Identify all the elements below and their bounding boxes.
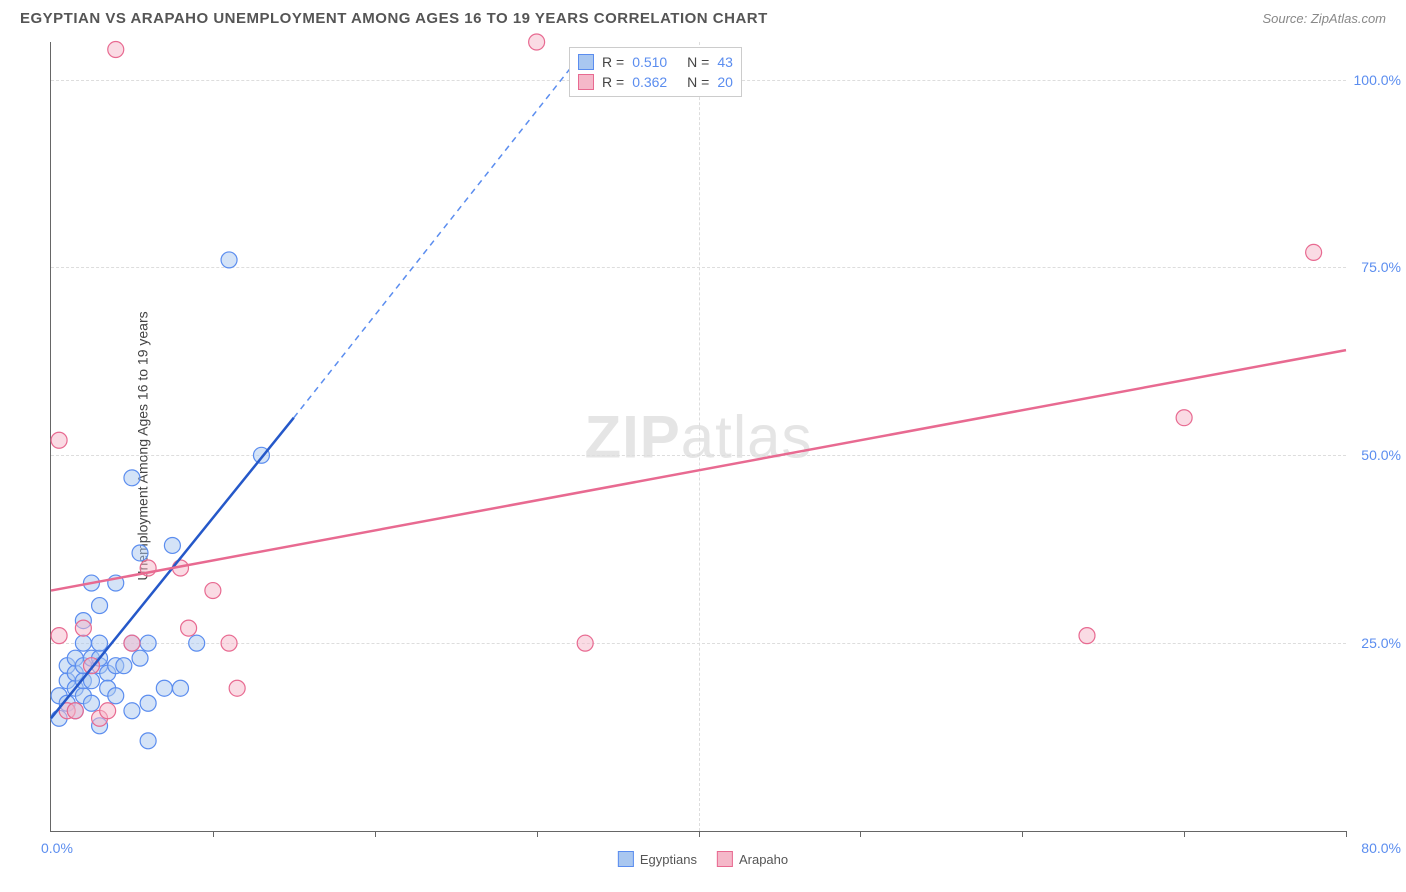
y-tick-label: 25.0%	[1361, 635, 1401, 651]
x-tick	[1184, 831, 1185, 837]
x-tick	[213, 831, 214, 837]
scatter-point	[1306, 244, 1322, 260]
scatter-point	[124, 703, 140, 719]
y-tick-label: 100.0%	[1354, 72, 1401, 88]
scatter-point	[164, 537, 180, 553]
scatter-plot-svg	[51, 42, 1346, 831]
legend-swatch-egyptians	[618, 851, 634, 867]
stats-legend-box: R = 0.510 N = 43 R = 0.362 N = 20	[569, 47, 742, 97]
x-tick	[860, 831, 861, 837]
scatter-point	[124, 470, 140, 486]
legend-bottom: Egyptians Arapaho	[618, 851, 788, 867]
scatter-point	[229, 680, 245, 696]
x-tick	[375, 831, 376, 837]
chart-plot-area: ZIPatlas 25.0%50.0%75.0%100.0% R = 0.510…	[50, 42, 1346, 832]
stats-swatch-egyptians	[578, 54, 594, 70]
scatter-point	[92, 635, 108, 651]
stats-swatch-arapaho	[578, 74, 594, 90]
scatter-point	[205, 583, 221, 599]
scatter-point	[1079, 628, 1095, 644]
x-tick	[1346, 831, 1347, 837]
scatter-point	[124, 635, 140, 651]
scatter-point	[51, 628, 67, 644]
scatter-point	[92, 598, 108, 614]
scatter-point	[140, 635, 156, 651]
scatter-point	[100, 703, 116, 719]
scatter-point	[67, 703, 83, 719]
scatter-point	[108, 688, 124, 704]
scatter-point	[181, 620, 197, 636]
x-axis-end-label: 80.0%	[1361, 840, 1401, 856]
scatter-point	[140, 695, 156, 711]
scatter-point	[132, 545, 148, 561]
x-tick	[699, 831, 700, 837]
scatter-point	[140, 733, 156, 749]
scatter-point	[173, 680, 189, 696]
scatter-point	[221, 252, 237, 268]
trend-line-egyptians-dashed	[294, 50, 585, 418]
y-tick-label: 50.0%	[1361, 447, 1401, 463]
scatter-point	[529, 34, 545, 50]
scatter-point	[189, 635, 205, 651]
scatter-point	[83, 695, 99, 711]
legend-item-egyptians: Egyptians	[618, 851, 697, 867]
scatter-point	[221, 635, 237, 651]
x-tick	[1022, 831, 1023, 837]
scatter-point	[116, 658, 132, 674]
scatter-point	[577, 635, 593, 651]
scatter-point	[132, 650, 148, 666]
chart-title: EGYPTIAN VS ARAPAHO UNEMPLOYMENT AMONG A…	[20, 10, 768, 27]
y-tick-label: 75.0%	[1361, 259, 1401, 275]
stats-row-egyptians: R = 0.510 N = 43	[578, 52, 733, 72]
trend-line-arapaho	[51, 350, 1346, 590]
source-attribution: Source: ZipAtlas.com	[1262, 11, 1386, 26]
scatter-point	[1176, 410, 1192, 426]
x-tick	[537, 831, 538, 837]
scatter-point	[75, 635, 91, 651]
scatter-point	[51, 432, 67, 448]
scatter-point	[108, 42, 124, 58]
legend-swatch-arapaho	[717, 851, 733, 867]
x-axis-start-label: 0.0%	[41, 840, 73, 856]
legend-item-arapaho: Arapaho	[717, 851, 788, 867]
scatter-point	[75, 620, 91, 636]
scatter-point	[156, 680, 172, 696]
stats-row-arapaho: R = 0.362 N = 20	[578, 72, 733, 92]
